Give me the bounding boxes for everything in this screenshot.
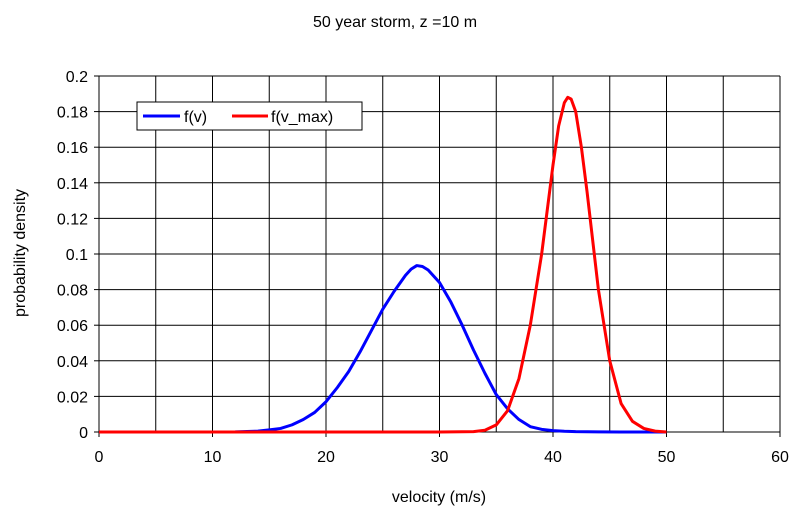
series-line-1 [99, 95, 667, 434]
y-tick-label-2: 0.04 [57, 354, 88, 371]
legend: f(v) f(v_max) [136, 101, 363, 131]
y-tick-labels: 0 0.02 0.04 0.06 0.08 0.1 0.12 0.14 0.16 0.18 0.2 [57, 69, 88, 442]
y-tick-label-1: 0.02 [57, 389, 88, 406]
series-line-0 [99, 264, 667, 434]
x-tick-label-1: 10 [204, 449, 222, 466]
x-tick-label-3: 30 [431, 449, 449, 466]
chart-title: 50 year storm, z =10 m [313, 14, 477, 31]
y-tick-label-0: 0 [79, 425, 88, 442]
y-axis-label: probability density [12, 189, 29, 317]
series-lines [99, 95, 667, 434]
x-tick-label-6: 60 [771, 449, 789, 466]
y-tick-label-5: 0.1 [66, 247, 88, 264]
x-tick-label-5: 50 [658, 449, 676, 466]
y-tick-label-3: 0.06 [57, 318, 88, 335]
x-axis-label: velocity (m/s) [392, 489, 486, 506]
legend-label-f-vmax: f(v_max) [271, 109, 333, 126]
y-tick-label-7: 0.14 [57, 176, 88, 193]
x-tick-label-2: 20 [317, 449, 335, 466]
y-tick-label-8: 0.16 [57, 140, 88, 157]
y-tick-label-4: 0.08 [57, 283, 88, 300]
y-tick-label-6: 0.12 [57, 211, 88, 228]
legend-label-f-v: f(v) [184, 109, 207, 126]
y-tick-label-9: 0.18 [57, 105, 88, 122]
x-tick-label-4: 40 [544, 449, 562, 466]
x-tick-label-0: 0 [95, 449, 104, 466]
y-tick-label-10: 0.2 [66, 69, 88, 86]
x-tick-labels: 0 10 20 30 40 50 60 [95, 449, 789, 466]
